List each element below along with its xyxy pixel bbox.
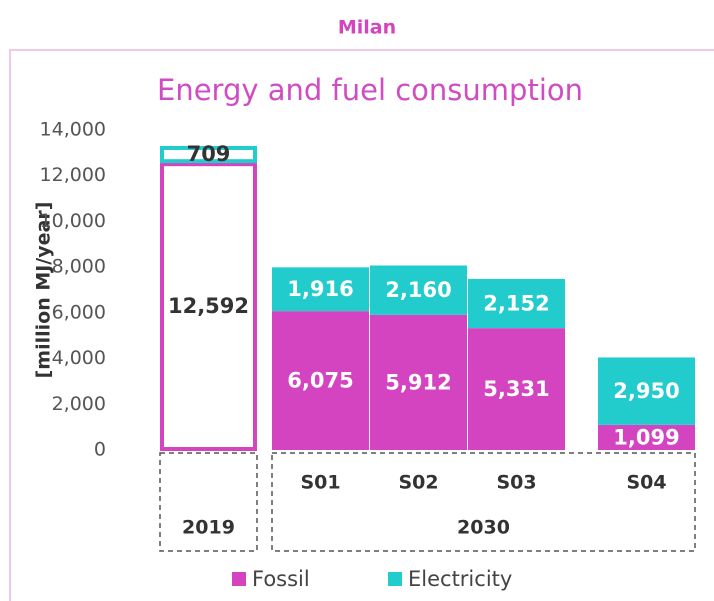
panel-border — [9, 49, 714, 601]
y-axis-label: [million MJ/year] — [33, 202, 55, 379]
data-label: 1,916 — [287, 277, 353, 301]
legend-swatch — [388, 572, 402, 586]
data-label: 2,950 — [613, 379, 679, 403]
header: Milan — [338, 17, 396, 39]
x-tick-label: S03 — [496, 472, 536, 494]
bar-segment — [598, 357, 695, 425]
x-tick-label: S04 — [626, 472, 666, 494]
data-label: 1,099 — [613, 425, 679, 449]
bar-segment — [370, 314, 467, 450]
legend-swatch — [232, 572, 246, 586]
data-label: 2,160 — [385, 278, 451, 302]
data-label: 709 — [187, 142, 231, 166]
x-tick-label: S01 — [300, 472, 340, 494]
data-label: 2,152 — [483, 292, 549, 316]
legend-label: Fossil — [252, 567, 310, 591]
bar-segment — [468, 328, 565, 450]
y-tick-label: 2,000 — [52, 393, 106, 415]
data-label: 5,912 — [385, 370, 451, 394]
bar-segment — [160, 162, 257, 451]
bar-segment — [160, 145, 257, 164]
y-tick-label: 12,000 — [40, 164, 106, 186]
bar-segment — [468, 278, 565, 329]
data-label: 6,075 — [287, 369, 353, 393]
legend-label: Electricity — [408, 567, 512, 591]
group-box — [159, 452, 258, 552]
x-tick-label: S02 — [398, 472, 438, 494]
y-tick-label: 14,000 — [40, 119, 106, 141]
y-tick-label: 6,000 — [52, 301, 106, 323]
y-tick-label: 4,000 — [52, 347, 106, 369]
bar-segment — [598, 424, 695, 450]
y-tick-label: 10,000 — [40, 210, 106, 232]
bar-segment — [272, 267, 369, 312]
bar-segment — [370, 265, 467, 315]
data-label: 5,331 — [483, 377, 549, 401]
y-tick-label: 8,000 — [52, 256, 106, 278]
group-box — [271, 452, 696, 552]
group-label: 2030 — [457, 517, 510, 539]
group-label: 2019 — [182, 517, 235, 539]
chart-title: Energy and fuel consumption — [157, 73, 583, 107]
bar-segment — [272, 311, 369, 450]
data-label: 12,592 — [168, 294, 249, 318]
y-tick-label: 0 — [94, 439, 106, 461]
